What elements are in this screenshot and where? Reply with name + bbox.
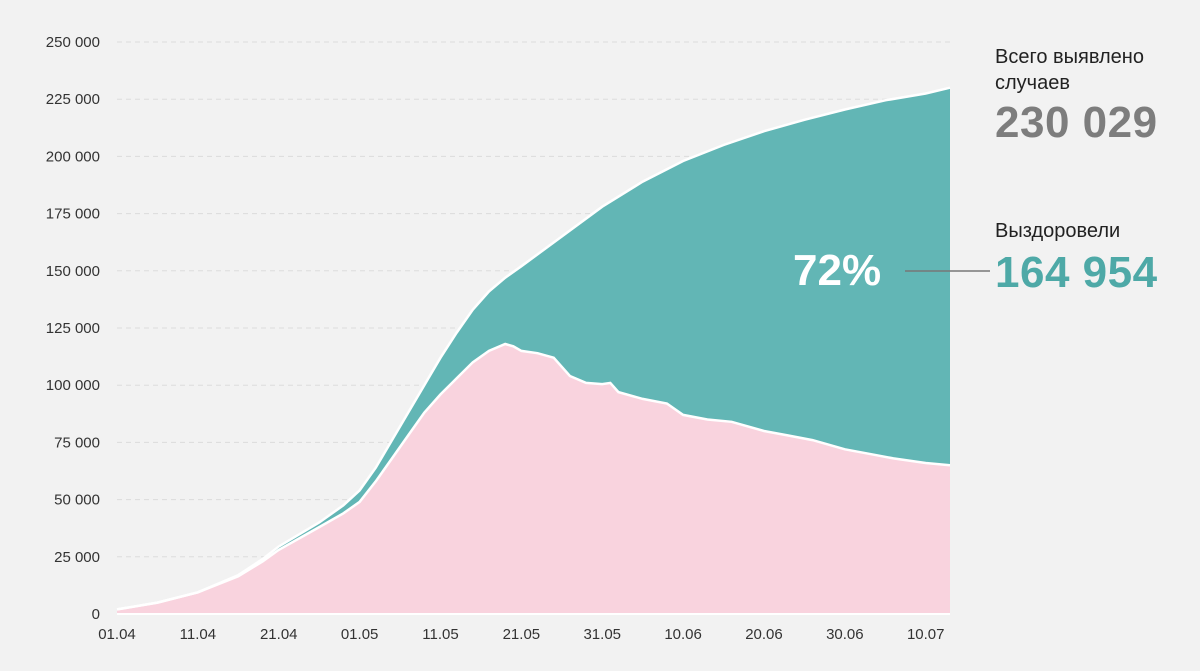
x-tick-label: 11.04	[180, 626, 216, 643]
y-tick-label: 150 000	[46, 263, 100, 280]
x-tick-label: 20.06	[745, 626, 783, 643]
recovered-percent: 72%	[793, 246, 882, 295]
y-tick-label: 100 000	[46, 377, 100, 394]
x-tick-label: 01.05	[341, 626, 379, 643]
y-tick-label: 200 000	[46, 148, 100, 165]
recovered-label: Выздоровели	[995, 220, 1121, 242]
y-tick-label: 175 000	[46, 206, 100, 223]
total-outline	[116, 86, 951, 611]
x-tick-label: 11.05	[422, 626, 458, 643]
total-label: Всего выявлено случаев	[995, 46, 1144, 94]
y-tick-label: 75 000	[54, 434, 100, 451]
y-tick-label: 25 000	[54, 549, 100, 566]
x-tick-label: 10.06	[664, 626, 702, 643]
x-tick-labels: 01.04 11.04 21.04 01.05 11.05 21.05 31.05 10.06…	[98, 626, 944, 643]
y-tick-label: 50 000	[54, 492, 100, 509]
y-tick-label: 125 000	[46, 320, 100, 337]
active-outline	[116, 342, 951, 611]
active-area	[117, 344, 950, 614]
x-tick-label: 31.05	[583, 626, 621, 643]
y-tick-labels: 0 25 000 50 000 75 000 100 000 125 000 150 000…	[46, 34, 100, 623]
total-value: 230 029	[995, 98, 1158, 147]
x-tick-label: 21.05	[503, 626, 541, 643]
recovered-value: 164 954	[995, 248, 1158, 297]
y-tick-label: 0	[92, 606, 100, 623]
y-tick-label: 250 000	[46, 34, 100, 51]
x-tick-label: 30.06	[826, 626, 864, 643]
x-tick-label: 10.07	[907, 626, 945, 643]
total-block: Всего выявлено случаев 230 029	[995, 44, 1185, 148]
x-tick-label: 21.04	[260, 626, 298, 643]
y-tick-label: 225 000	[46, 91, 100, 108]
x-tick-label: 01.04	[98, 626, 136, 643]
recovered-block: Выздоровели 164 954	[995, 218, 1158, 298]
